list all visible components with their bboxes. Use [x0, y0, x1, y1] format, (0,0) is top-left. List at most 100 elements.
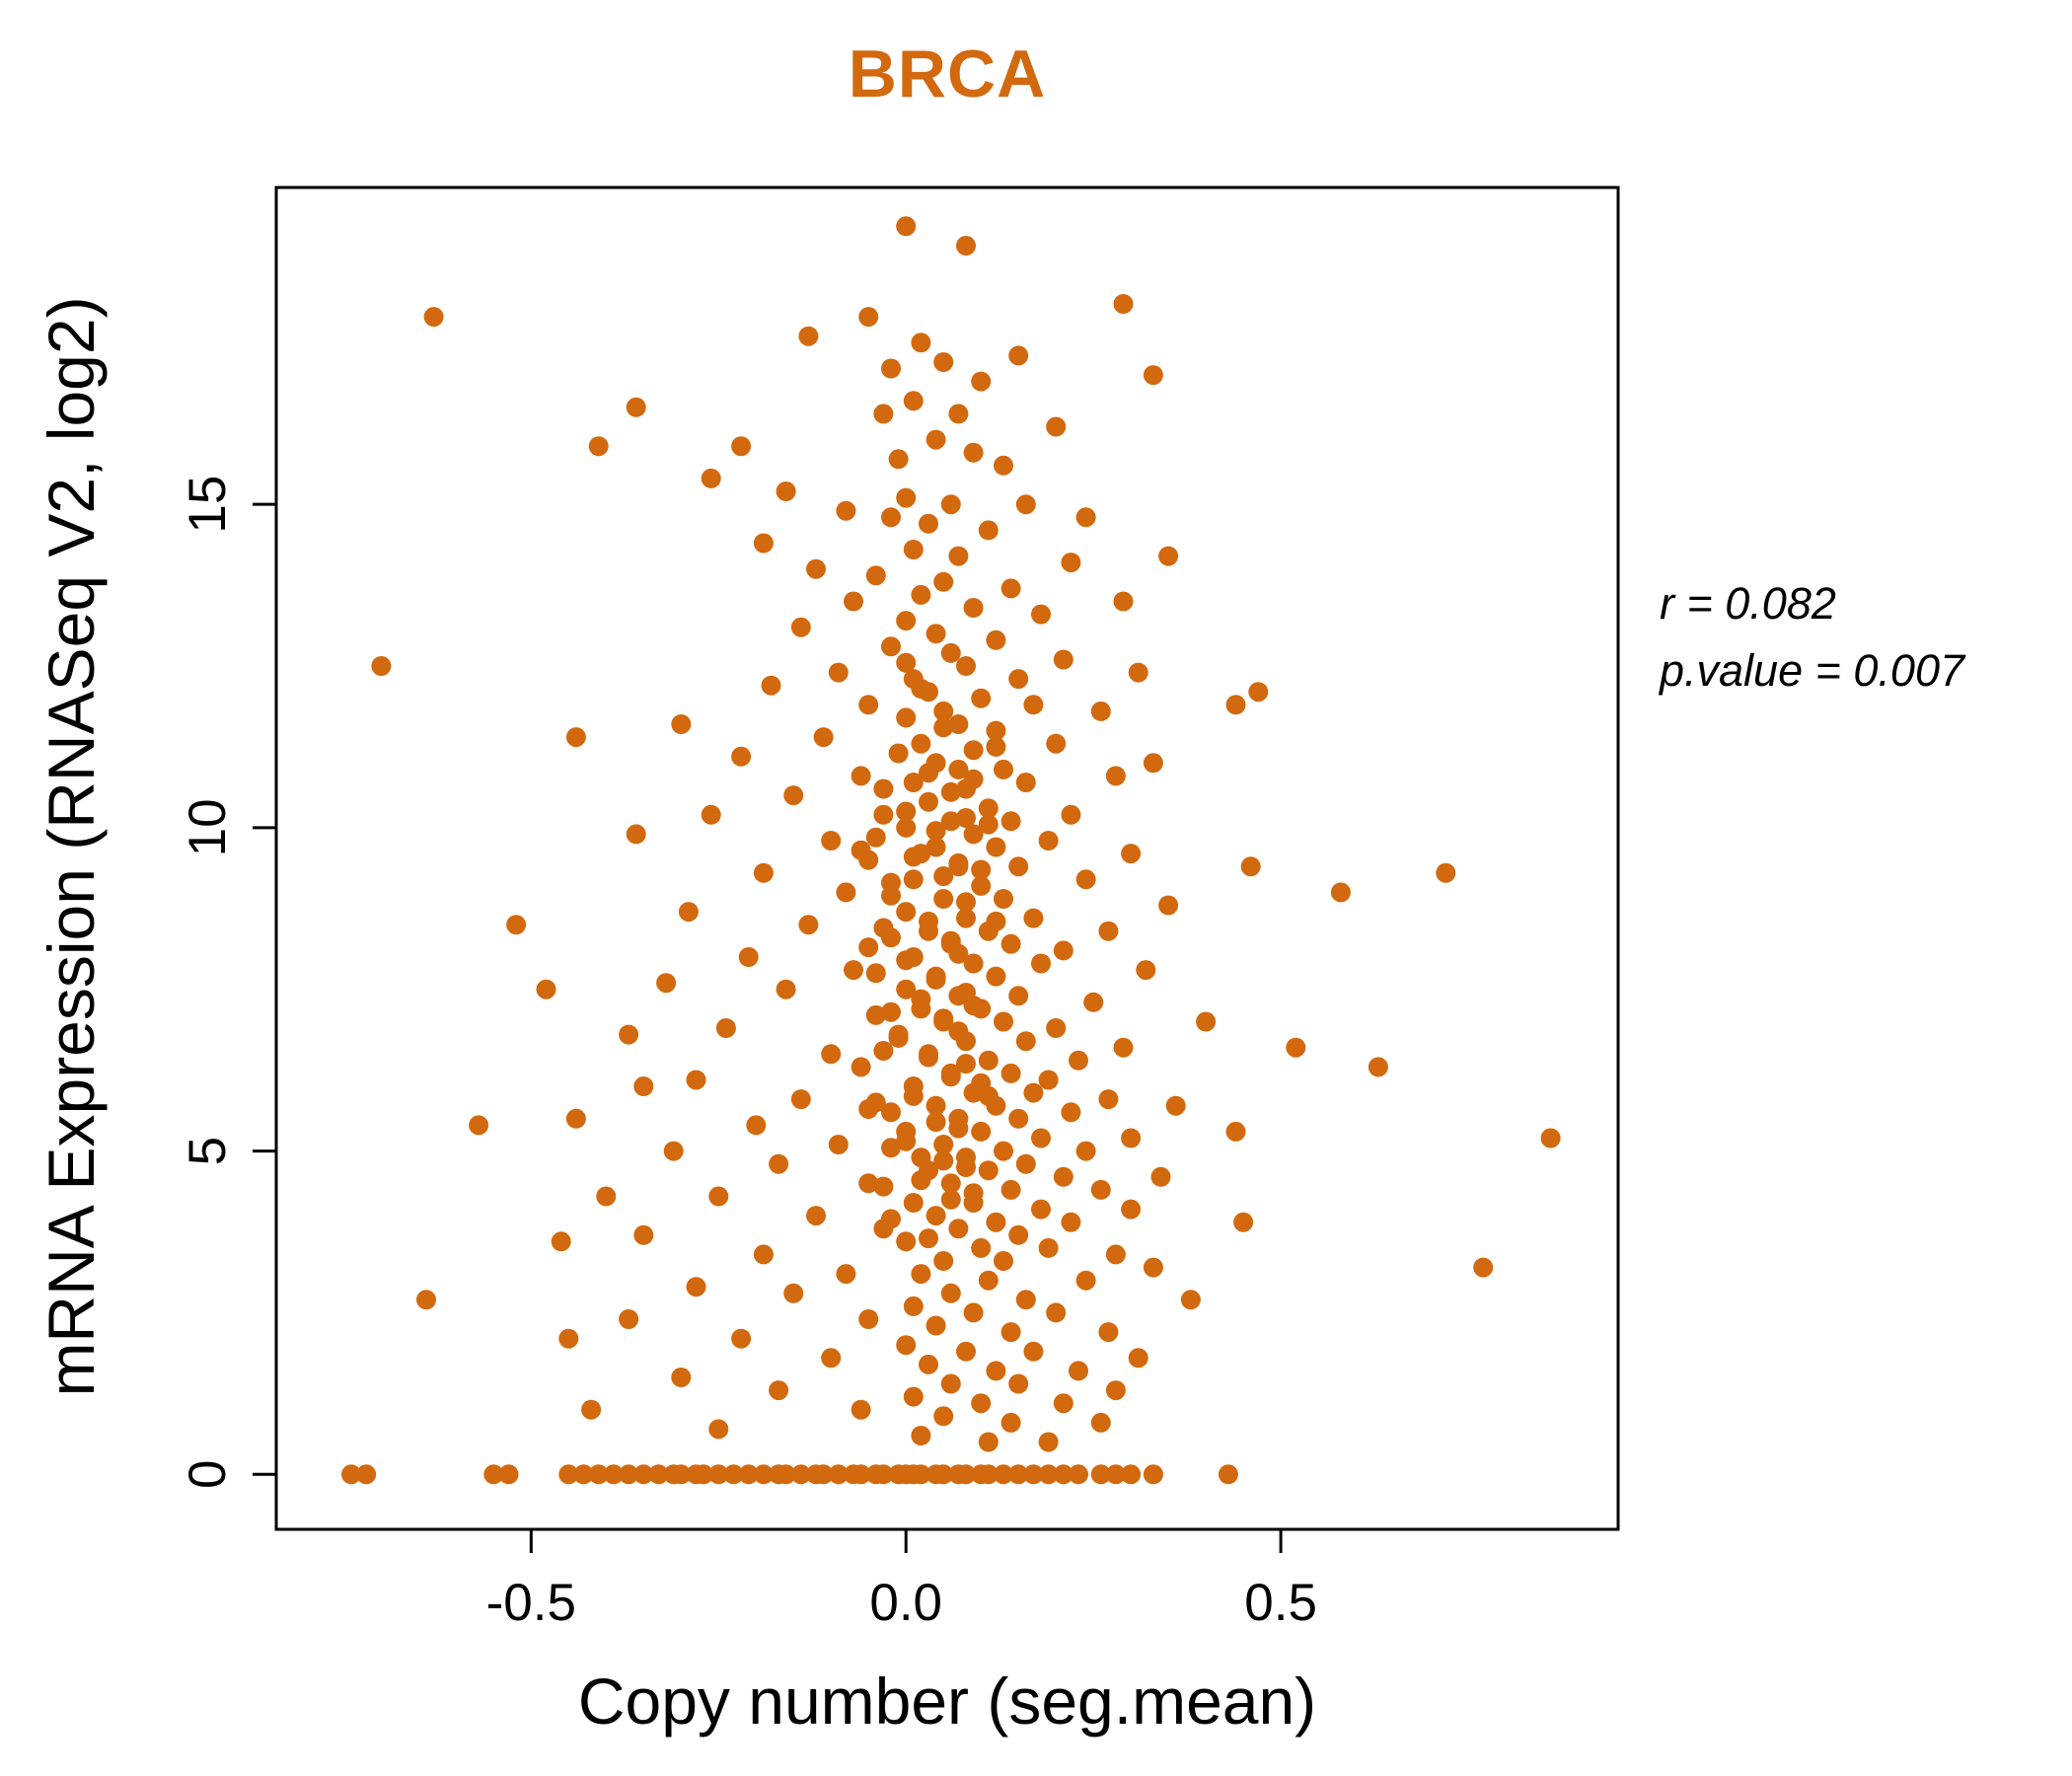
data-point — [686, 1277, 706, 1297]
data-point — [956, 1157, 976, 1177]
data-point — [896, 611, 917, 631]
data-point — [978, 1085, 999, 1106]
data-point — [940, 811, 961, 832]
data-point — [738, 947, 759, 967]
data-point — [896, 1131, 917, 1151]
data-point — [1008, 1108, 1029, 1129]
data-point — [1015, 494, 1036, 515]
data-point — [881, 507, 901, 528]
data-point — [865, 1004, 886, 1025]
data-point — [903, 1085, 924, 1106]
data-point — [963, 996, 984, 1016]
data-point — [663, 1141, 684, 1161]
data-point — [971, 688, 992, 708]
data-point — [1113, 591, 1134, 612]
data-point — [881, 1102, 901, 1123]
data-point — [1105, 766, 1126, 786]
data-point — [573, 1464, 594, 1485]
data-point — [761, 675, 781, 696]
data-point — [1075, 869, 1096, 890]
data-point — [1121, 844, 1142, 864]
data-point — [873, 1041, 894, 1061]
data-point — [551, 1231, 571, 1252]
p-value-text: p.value = 0.007 — [1660, 644, 1965, 696]
data-point — [1105, 1464, 1126, 1485]
data-point — [925, 624, 946, 644]
data-point — [896, 216, 917, 237]
data-point — [994, 1011, 1013, 1032]
data-point — [925, 1315, 946, 1336]
data-point — [896, 487, 917, 508]
data-point — [940, 781, 961, 802]
data-point — [769, 1380, 789, 1401]
data-point — [1053, 940, 1073, 961]
data-point — [821, 1044, 842, 1065]
data-point — [956, 908, 976, 928]
data-point — [1069, 1050, 1088, 1071]
data-point — [1218, 1464, 1238, 1485]
data-point — [1000, 933, 1021, 954]
data-point — [596, 1186, 617, 1207]
data-point — [708, 1464, 729, 1485]
data-point — [1165, 1095, 1186, 1116]
data-point — [746, 1115, 767, 1136]
data-point — [956, 1341, 976, 1362]
data-point — [911, 333, 931, 353]
data-point — [1098, 921, 1119, 941]
data-point — [1069, 1464, 1088, 1485]
data-point — [1015, 1153, 1036, 1174]
data-point — [911, 584, 931, 605]
data-point — [919, 911, 938, 931]
data-point — [678, 902, 699, 923]
data-point — [911, 1426, 931, 1445]
data-point — [1113, 1037, 1134, 1058]
data-point — [844, 960, 863, 981]
data-point — [858, 1309, 879, 1329]
data-point — [933, 717, 954, 738]
data-point — [986, 966, 1006, 987]
data-point — [911, 1170, 931, 1191]
data-point — [933, 1150, 954, 1171]
data-point — [1540, 1128, 1561, 1148]
data-point — [1098, 1322, 1119, 1343]
data-point — [371, 656, 392, 676]
data-point — [1031, 1128, 1051, 1148]
data-point — [1023, 1464, 1044, 1485]
data-point — [956, 236, 976, 256]
data-point — [873, 778, 894, 799]
data-point — [1038, 1432, 1059, 1452]
data-point — [1121, 1128, 1142, 1148]
data-point — [933, 1251, 954, 1271]
data-point — [671, 1464, 692, 1485]
data-point — [619, 1024, 639, 1045]
data-point — [865, 827, 886, 848]
data-point — [986, 736, 1006, 757]
data-point — [963, 1302, 984, 1323]
data-point — [1075, 1270, 1096, 1291]
data-point — [978, 1432, 999, 1452]
data-point — [701, 468, 721, 488]
data-point — [858, 1173, 879, 1194]
data-point — [896, 950, 917, 971]
data-point — [881, 872, 901, 893]
data-point — [798, 915, 819, 935]
data-point — [873, 918, 894, 938]
data-point — [888, 449, 909, 470]
data-point — [940, 1283, 961, 1303]
data-point — [731, 746, 752, 767]
data-point — [1023, 908, 1044, 928]
data-point — [940, 1173, 961, 1194]
data-point — [925, 837, 946, 857]
data-point — [903, 1386, 924, 1407]
data-point — [971, 1237, 992, 1258]
data-point — [1000, 578, 1021, 599]
data-point — [948, 1219, 969, 1239]
y-tick-label: 15 — [179, 476, 237, 534]
data-point — [565, 727, 586, 748]
data-point — [963, 953, 984, 974]
data-point — [1046, 416, 1067, 437]
data-point — [1075, 507, 1096, 528]
data-point — [1015, 1290, 1036, 1310]
plot-border — [274, 185, 1620, 1531]
data-point — [978, 1464, 999, 1485]
